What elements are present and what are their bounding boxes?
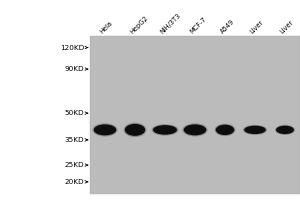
- Text: 90KD: 90KD: [64, 66, 84, 72]
- Ellipse shape: [182, 123, 208, 136]
- Text: Liver: Liver: [279, 19, 295, 35]
- Ellipse shape: [216, 125, 234, 135]
- Text: NIH/3T3: NIH/3T3: [159, 12, 182, 35]
- Ellipse shape: [92, 123, 118, 136]
- Ellipse shape: [214, 124, 236, 136]
- Text: 120KD: 120KD: [60, 45, 84, 51]
- Ellipse shape: [243, 125, 267, 135]
- Ellipse shape: [275, 125, 295, 135]
- Ellipse shape: [124, 123, 146, 137]
- Ellipse shape: [153, 125, 177, 135]
- Text: Hela: Hela: [99, 20, 114, 35]
- Ellipse shape: [276, 126, 294, 134]
- Text: 35KD: 35KD: [64, 137, 84, 143]
- Text: 25KD: 25KD: [64, 162, 84, 168]
- Text: MCF-7: MCF-7: [189, 16, 208, 35]
- Ellipse shape: [125, 124, 145, 136]
- Text: A549: A549: [219, 19, 236, 35]
- Ellipse shape: [94, 124, 116, 135]
- Text: HepG2: HepG2: [129, 15, 149, 35]
- Ellipse shape: [184, 124, 206, 135]
- Ellipse shape: [244, 126, 266, 134]
- Text: Liver: Liver: [249, 19, 265, 35]
- Ellipse shape: [152, 124, 178, 136]
- Text: 20KD: 20KD: [64, 179, 84, 185]
- Bar: [90, 36, 300, 194]
- Text: 50KD: 50KD: [64, 110, 84, 116]
